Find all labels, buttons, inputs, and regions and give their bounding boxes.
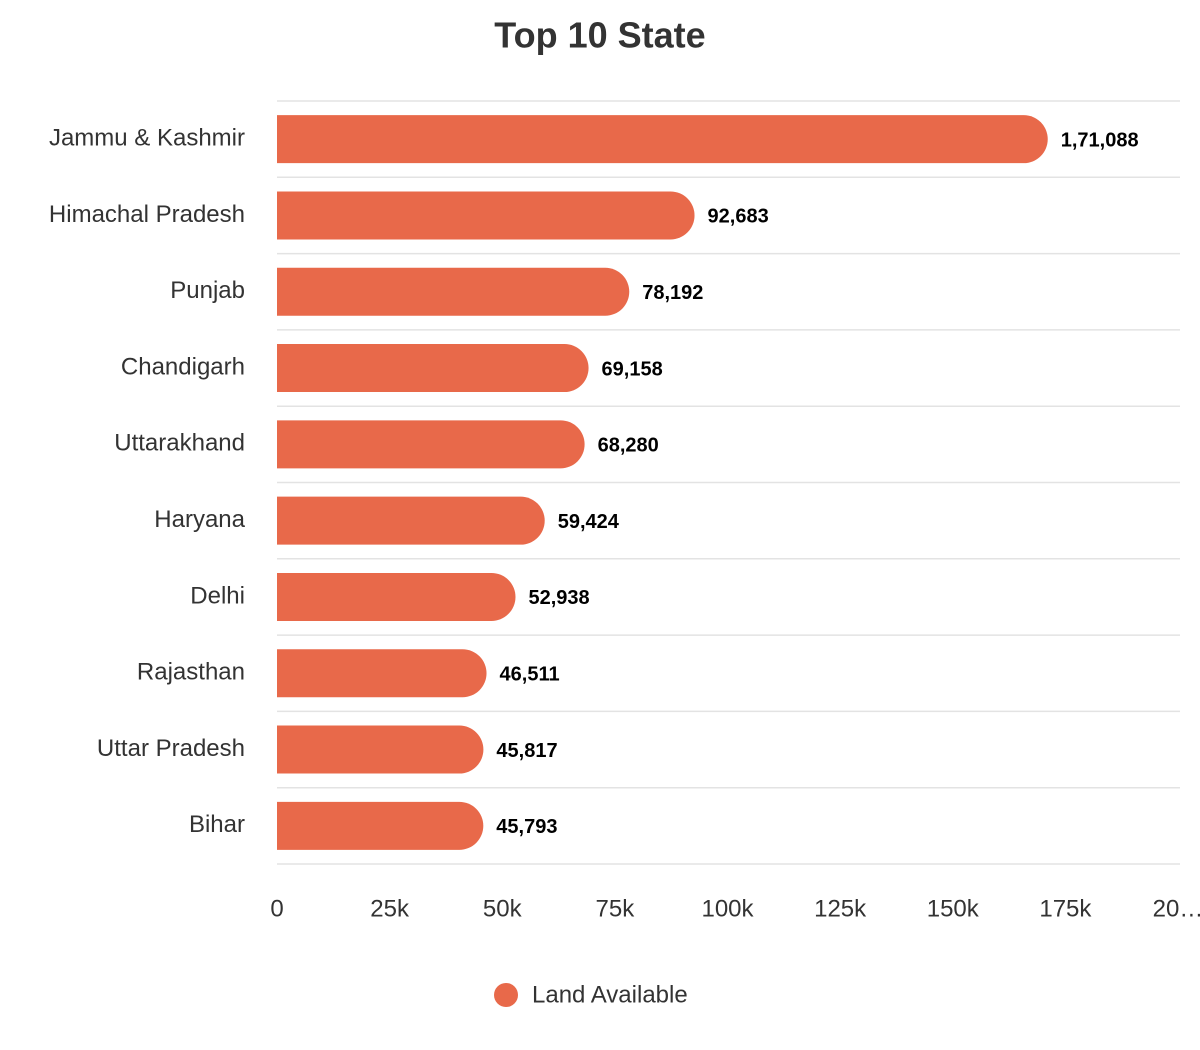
value-label: 92,683 (708, 206, 769, 228)
x-tick-label: 175k (1039, 895, 1092, 922)
legend-label: Land Available (532, 981, 688, 1008)
x-tick-label: 0 (270, 895, 283, 922)
bar (277, 725, 484, 774)
y-tick-label: Chandigarh (121, 353, 245, 380)
bar (277, 649, 487, 698)
y-tick-label: Himachal Pradesh (49, 201, 245, 228)
y-tick-label: Jammu & Kashmir (49, 124, 245, 151)
chart-title: Top 10 State (494, 15, 705, 56)
bar (277, 572, 516, 621)
bar (277, 267, 630, 316)
x-tick-label: 125k (814, 895, 867, 922)
legend-marker (494, 983, 518, 1007)
x-tick-label: 50k (483, 895, 523, 922)
value-label: 59,424 (558, 511, 620, 533)
x-tick-label: 25k (370, 895, 410, 922)
x-tick-label: 20… (1153, 895, 1200, 922)
value-label: 68,280 (598, 435, 659, 457)
value-label: 69,158 (602, 358, 663, 380)
bar (277, 801, 484, 850)
value-label: 45,817 (496, 740, 557, 762)
y-tick-label: Rajasthan (137, 659, 245, 686)
value-label: 45,793 (496, 816, 557, 838)
y-tick-label: Punjab (170, 277, 245, 304)
value-label: 1,71,088 (1061, 129, 1139, 151)
y-tick-label: Haryana (154, 506, 245, 533)
value-label: 52,938 (528, 587, 589, 609)
y-tick-label: Uttar Pradesh (97, 735, 245, 762)
x-tick-label: 100k (701, 895, 754, 922)
bar (277, 191, 695, 240)
bar (277, 496, 545, 545)
x-tick-label: 75k (596, 895, 636, 922)
bar (277, 115, 1048, 164)
y-tick-label: Delhi (190, 582, 245, 609)
y-tick-label: Bihar (189, 811, 245, 838)
x-tick-label: 150k (927, 895, 980, 922)
value-label: 46,511 (500, 664, 560, 686)
bar (277, 344, 589, 393)
y-tick-label: Uttarakhand (114, 430, 245, 457)
bar (277, 420, 585, 469)
value-label: 78,192 (642, 282, 703, 304)
